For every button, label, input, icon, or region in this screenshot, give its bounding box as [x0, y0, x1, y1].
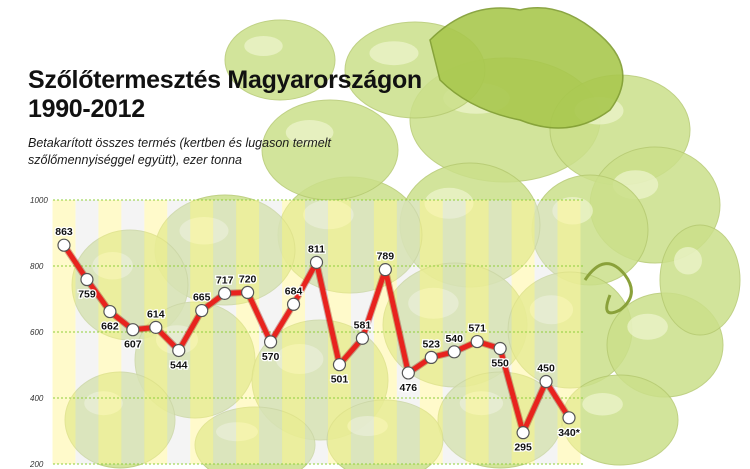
data-label-1990: 863 — [55, 226, 73, 238]
data-label-1993: 607 — [124, 339, 142, 351]
data-point-1993 — [126, 323, 140, 337]
leaf-shape — [429, 7, 624, 129]
data-label-1999: 570 — [262, 351, 280, 363]
data-point-1995 — [172, 343, 186, 358]
data-label-1997: 717 — [216, 274, 234, 286]
data-point-2000 — [286, 297, 301, 311]
data-point-1990 — [57, 238, 71, 252]
grape-highlight-15 — [582, 393, 623, 416]
data-point-1997 — [218, 286, 232, 300]
data-point-2008 — [470, 334, 484, 349]
grape-highlight-20 — [369, 41, 419, 66]
title-line-2: 1990-2012 — [28, 95, 145, 123]
data-label-2003: 581 — [354, 319, 372, 331]
tendril — [583, 262, 633, 315]
data-point-2010 — [516, 426, 530, 440]
year-stripe-1998 — [236, 200, 260, 464]
grape-highlight-8 — [285, 120, 334, 145]
data-label-2005: 476 — [400, 382, 418, 394]
data-label-1994: 614 — [147, 308, 165, 320]
data-label-1992: 662 — [101, 321, 119, 333]
data-point-2011 — [539, 374, 553, 389]
data-point-2012 — [562, 411, 576, 425]
data-label-1995: 544 — [170, 359, 188, 371]
data-point-1992 — [103, 304, 117, 319]
data-label-2002: 501 — [331, 374, 349, 386]
chart-subtitle: Betakarított összes termés (kertben és l… — [28, 136, 331, 167]
data-point-1998 — [241, 285, 255, 299]
year-stripe-2009 — [488, 200, 512, 464]
data-label-2012: 340* — [558, 427, 581, 439]
data-point-2002 — [332, 358, 347, 372]
year-stripe-2006 — [419, 200, 443, 464]
data-point-2004 — [378, 263, 392, 277]
data-point-1994 — [149, 320, 163, 334]
data-label-2007: 540 — [445, 333, 463, 345]
data-point-2006 — [424, 350, 438, 365]
data-point-2003 — [355, 331, 370, 345]
y-tick-label: 1000 — [30, 196, 48, 205]
year-stripe-2001 — [305, 200, 328, 464]
year-stripe-1997 — [213, 200, 237, 464]
y-tick-label: 800 — [30, 262, 44, 271]
data-point-2005 — [401, 366, 415, 380]
data-label-2010: 295 — [514, 442, 532, 454]
data-point-1996 — [195, 303, 209, 318]
gridlines — [53, 199, 583, 465]
y-tick-label: 400 — [30, 394, 44, 403]
data-point-2001 — [309, 255, 324, 269]
data-label-2008: 571 — [468, 323, 486, 335]
data-points — [57, 238, 576, 440]
data-label-2009: 550 — [491, 358, 509, 370]
title-line-1: Szőlőtermesztés Magyarországon — [28, 66, 422, 94]
y-tick-label: 200 — [29, 460, 44, 469]
data-label-1998: 720 — [239, 273, 257, 285]
data-point-1999 — [263, 335, 278, 349]
grape-highlight-22 — [674, 247, 702, 275]
data-label-2001: 811 — [308, 243, 325, 255]
data-label-2006: 523 — [423, 338, 441, 350]
data-label-1996: 665 — [193, 292, 211, 304]
data-point-2007 — [447, 345, 461, 359]
data-label-1991: 759 — [78, 289, 96, 301]
grape-22 — [659, 224, 741, 336]
data-label-2011: 450 — [537, 363, 555, 375]
data-labels: 863 759 662 607 614 544 665 717 720 570 684 811 501 5… — [54, 225, 582, 455]
chart-title: Szőlőtermesztés Magyarországon 1990-2012 — [28, 66, 422, 124]
grape-highlight-21 — [244, 36, 283, 56]
data-point-2009 — [493, 341, 507, 356]
y-axis: 200 400 600 800 1000 — [29, 196, 48, 469]
grape-highlight-14 — [627, 313, 668, 340]
data-point-1991 — [80, 272, 94, 287]
y-tick-label: 600 — [30, 328, 44, 337]
data-label-2000: 684 — [285, 285, 303, 297]
data-label-2004: 789 — [377, 251, 395, 263]
